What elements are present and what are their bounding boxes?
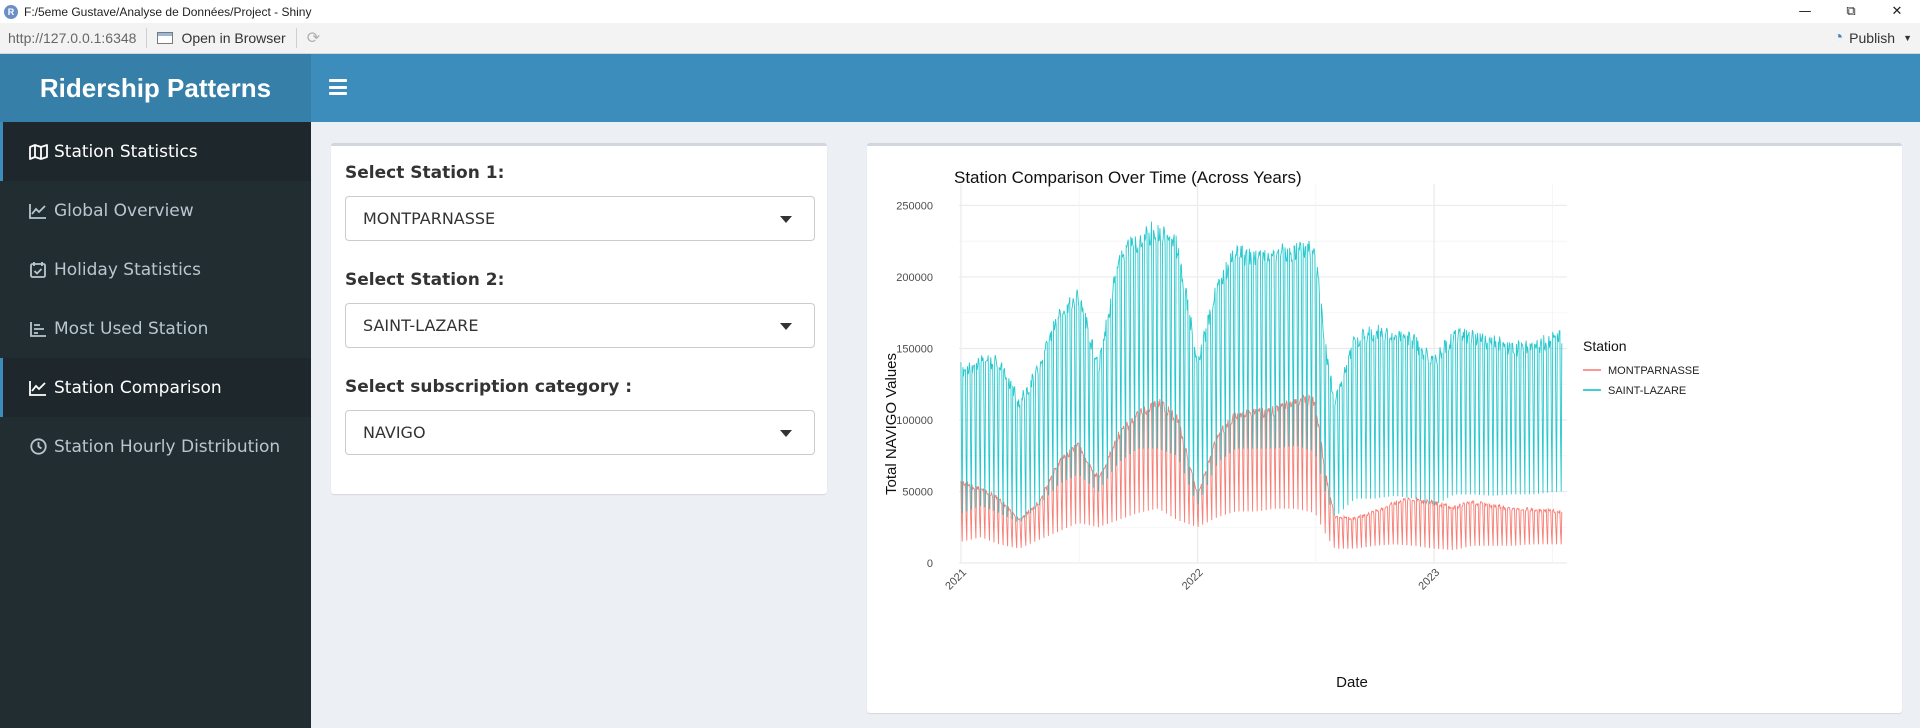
close-button[interactable]: ✕ xyxy=(1891,4,1903,19)
sidebar-item-global-overview[interactable]: Global Overview xyxy=(0,181,311,240)
x-tick-label: 2023 xyxy=(1416,567,1442,593)
map-icon xyxy=(27,142,49,162)
chart-title: Station Comparison Over Time (Across Yea… xyxy=(954,168,1302,187)
line-chart-icon xyxy=(27,201,49,221)
publish-button[interactable]: ◔ Publish ▼ xyxy=(1833,29,1920,47)
y-tick-label: 0 xyxy=(927,558,933,570)
open-in-browser-button[interactable]: Open in Browser xyxy=(147,28,297,48)
publish-label: Publish xyxy=(1849,30,1896,46)
sidebar-item-label: Holiday Statistics xyxy=(54,259,202,280)
sidebar-item-holiday-statistics[interactable]: Holiday Statistics xyxy=(0,240,311,299)
rstudio-icon: R xyxy=(4,4,18,19)
calendar-check-icon xyxy=(27,260,49,280)
y-tick-label: 250000 xyxy=(896,200,933,212)
category-label: Select subscription category : xyxy=(345,377,633,397)
x-tick-label: 2021 xyxy=(943,567,969,593)
y-tick-label: 50000 xyxy=(902,486,933,498)
category-select[interactable]: NAVIGO xyxy=(345,410,815,455)
controls-box: Select Station 1: MONTPARNASSE Select St… xyxy=(331,143,827,494)
station1-select[interactable]: MONTPARNASSE xyxy=(345,196,815,241)
chart-legend: Station MONTPARNASSE SAINT-LAZARE xyxy=(1583,338,1699,397)
open-in-browser-label: Open in Browser xyxy=(181,30,286,46)
dashboard-logo[interactable]: Ridership Patterns xyxy=(0,54,311,122)
y-tick-label: 150000 xyxy=(896,343,933,355)
station1-label: Select Station 1: xyxy=(345,163,505,183)
browser-window-icon xyxy=(157,32,174,44)
sidebar: Station Statistics Global Overview Holid… xyxy=(0,122,311,728)
chevron-down-icon[interactable]: ▼ xyxy=(1903,33,1912,43)
legend-label: MONTPARNASSE xyxy=(1608,365,1699,377)
y-axis-label: Total NAVIGO Values xyxy=(883,353,900,495)
chevron-down-icon xyxy=(780,323,792,330)
minimize-button[interactable]: — xyxy=(1798,4,1812,19)
category-value: NAVIGO xyxy=(363,423,426,442)
refresh-icon[interactable]: ⟳ xyxy=(306,30,321,47)
series-line-montparnasse xyxy=(960,393,1563,551)
sidebar-item-label: Station Statistics xyxy=(54,141,198,162)
series-line-saint-lazare xyxy=(960,221,1563,522)
window-titlebar: R F:/5eme Gustave/Analyse de Données/Pro… xyxy=(0,0,1920,23)
sidebar-item-most-used-station[interactable]: Most Used Station xyxy=(0,299,311,358)
dashboard-navbar xyxy=(311,54,1920,122)
line-chart-icon xyxy=(27,378,49,398)
chart-box: Station Comparison Over Time (Across Yea… xyxy=(867,143,1902,713)
y-tick-label: 200000 xyxy=(896,272,933,284)
legend-label: SAINT-LAZARE xyxy=(1608,385,1686,397)
station2-label: Select Station 2: xyxy=(345,270,505,290)
url-field[interactable]: http://127.0.0.1:6348 xyxy=(0,28,148,48)
sidebar-item-station-hourly-distribution[interactable]: Station Hourly Distribution xyxy=(0,417,311,476)
station1-value: MONTPARNASSE xyxy=(363,209,496,228)
chevron-down-icon xyxy=(780,430,792,437)
sidebar-toggle-icon[interactable] xyxy=(329,79,347,95)
sidebar-item-label: Station Comparison xyxy=(54,377,222,398)
viewer-toolbar: http://127.0.0.1:6348 Open in Browser ⟳ … xyxy=(0,23,1920,54)
sidebar-item-station-statistics[interactable]: Station Statistics xyxy=(0,122,311,181)
window-title: F:/5eme Gustave/Analyse de Données/Proje… xyxy=(24,4,312,19)
y-tick-label: 100000 xyxy=(896,415,933,427)
station2-select[interactable]: SAINT-LAZARE xyxy=(345,303,815,348)
chart-series xyxy=(960,221,1563,551)
sidebar-item-label: Most Used Station xyxy=(54,318,209,339)
bar-list-icon xyxy=(27,319,49,339)
sidebar-item-station-comparison[interactable]: Station Comparison xyxy=(0,358,311,417)
sidebar-item-label: Global Overview xyxy=(54,200,194,221)
publish-icon: ◔ xyxy=(1833,29,1844,46)
station2-value: SAINT-LAZARE xyxy=(363,316,479,335)
maximize-button[interactable]: ⧉ xyxy=(1846,4,1856,19)
clock-icon xyxy=(27,437,49,457)
chevron-down-icon xyxy=(780,216,792,223)
comparison-chart: Station Comparison Over Time (Across Yea… xyxy=(883,168,1699,691)
x-axis-label: Date xyxy=(1336,674,1368,691)
sidebar-item-label: Station Hourly Distribution xyxy=(54,436,281,457)
x-tick-label: 2022 xyxy=(1180,567,1206,593)
legend-title: Station xyxy=(1583,338,1627,354)
